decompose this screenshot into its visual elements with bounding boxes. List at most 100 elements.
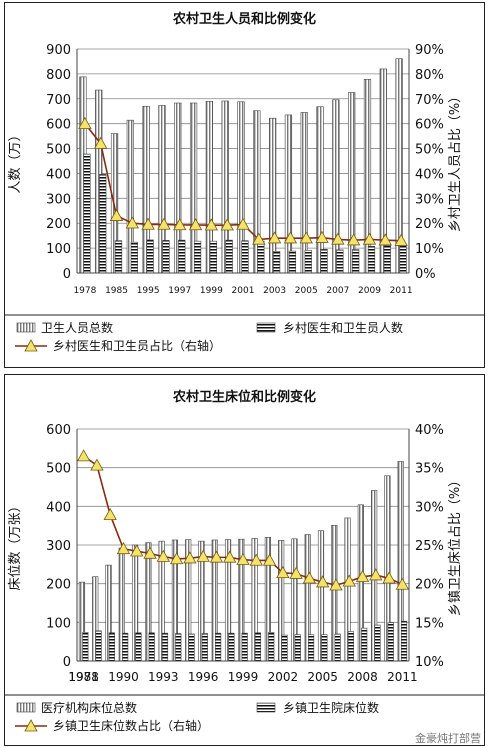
- line-marker: [236, 217, 250, 230]
- bar-sub: [225, 239, 233, 274]
- y-tick-label: 200: [46, 217, 71, 232]
- line-marker: [141, 217, 155, 230]
- line-marker: [249, 553, 263, 566]
- chart-2-title: 农村卫生床位和比例变化: [172, 389, 316, 405]
- bar-sub: [130, 241, 138, 274]
- bar-sub: [188, 633, 195, 662]
- legend-swatch-total: [16, 702, 36, 713]
- bar-total: [269, 117, 277, 274]
- line-marker: [156, 549, 170, 562]
- line-marker: [283, 231, 298, 244]
- line-marker: [209, 550, 224, 563]
- bar-sub: [83, 153, 91, 274]
- legend-swatch-sub: [256, 702, 276, 713]
- x-tick-label: 1995: [137, 286, 160, 296]
- x-tick-label: 2005: [295, 286, 318, 296]
- line-marker: [329, 578, 343, 591]
- y-tick-label: 500: [46, 143, 71, 158]
- line-marker: [76, 449, 91, 462]
- bar-sub: [148, 632, 155, 662]
- line-marker: [315, 230, 329, 243]
- y-tick-label: 600: [46, 118, 71, 133]
- bar-sub: [241, 240, 249, 274]
- line-marker: [223, 550, 237, 563]
- bar-sub: [228, 632, 235, 662]
- x-tick-label: 2008: [347, 670, 378, 684]
- chart-2-svg: 农村卫生床位和比例变化 0 100 200 300 400 500 600 10% 15% 20% 2…: [5, 389, 484, 733]
- bar-sub: [108, 632, 115, 662]
- x-tick-label: 1985: [105, 286, 128, 296]
- y2-tick-label: 50%: [415, 143, 444, 158]
- bar-sub: [178, 239, 186, 274]
- y2-tick-label: 40%: [415, 167, 444, 182]
- bar-sub: [281, 634, 288, 662]
- bar-sub: [95, 630, 102, 662]
- y2-tick-label: 15%: [415, 616, 444, 631]
- bar-sub: [268, 632, 275, 662]
- y-tick-label: 100: [46, 242, 71, 257]
- line-marker: [143, 546, 157, 559]
- line-marker: [262, 553, 277, 566]
- y2-tick-label: 60%: [415, 118, 444, 133]
- line-marker: [169, 552, 184, 565]
- x-tick-label: 1993: [148, 670, 179, 684]
- bar-sub: [215, 632, 222, 662]
- line-marker: [346, 233, 361, 246]
- legend-marker-sample: [24, 339, 38, 352]
- x-tick-label: 2009: [358, 286, 381, 296]
- legend-marker-sample: [24, 719, 38, 732]
- y2-tick-label: 20%: [415, 578, 444, 593]
- y-tick-label: 0: [63, 655, 71, 670]
- y2-tick-label: 10%: [415, 242, 444, 257]
- line-marker: [204, 218, 219, 231]
- y-axis-title: 床位数（万张）: [8, 499, 23, 590]
- y-tick-label: 400: [46, 167, 71, 182]
- bar-sub: [257, 240, 265, 274]
- y2-axis-title: 乡村卫生人员占比（%）: [448, 90, 463, 232]
- y2-tick-label: 10%: [415, 655, 444, 670]
- bar-sub: [99, 174, 107, 274]
- x-tick-label: 1999: [200, 286, 223, 296]
- bar-sub: [146, 239, 154, 274]
- bar-sub: [254, 632, 262, 662]
- line-marker: [125, 216, 140, 229]
- bar-sub: [114, 240, 123, 274]
- bar-sub: [374, 624, 381, 662]
- bar-sub: [399, 244, 407, 274]
- line-marker: [109, 208, 124, 221]
- x-tick-label: 2007: [326, 286, 349, 296]
- line-marker: [78, 116, 92, 129]
- x-tick-label: 2003: [263, 286, 286, 296]
- y-tick-label: 900: [46, 43, 71, 58]
- bar-sub: [135, 632, 142, 662]
- y-tick-label: 800: [46, 68, 71, 83]
- y2-tick-label: 80%: [415, 68, 444, 83]
- bar-sub: [193, 240, 202, 274]
- bar-total: [300, 112, 308, 274]
- x-tick-label: 2011: [387, 670, 418, 684]
- line-marker: [267, 231, 282, 244]
- bar-sub: [122, 632, 129, 662]
- legend-label-ratio: 乡镇卫生床位数占比（右轴）: [53, 718, 209, 733]
- bar-sub: [367, 246, 376, 274]
- line-marker: [103, 508, 117, 521]
- bar-sub: [288, 250, 297, 274]
- line-marker: [183, 551, 197, 564]
- line-marker: [116, 542, 131, 555]
- y-tick-label: 0: [63, 267, 71, 282]
- bar-sub: [82, 632, 89, 662]
- line-marker: [130, 544, 144, 557]
- y-tick-label: 300: [46, 192, 71, 207]
- y-tick-label: 600: [46, 423, 71, 438]
- bar-sub: [272, 251, 281, 274]
- line-marker: [157, 217, 171, 230]
- x-tick-label: 1978: [68, 670, 99, 684]
- line-marker: [299, 231, 313, 244]
- line-marker: [236, 552, 250, 565]
- line-marker: [378, 233, 392, 246]
- line-marker: [220, 218, 234, 231]
- y-tick-label: 400: [46, 500, 71, 515]
- bar-total: [332, 99, 340, 274]
- y2-tick-label: 90%: [415, 43, 444, 58]
- y-tick-label: 200: [46, 578, 71, 593]
